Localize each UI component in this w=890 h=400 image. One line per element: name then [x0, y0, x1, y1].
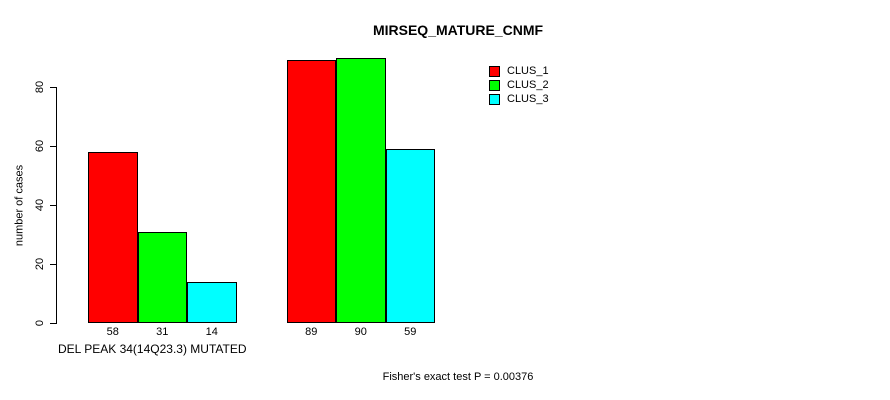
y-tick-mark-0 [50, 323, 57, 324]
legend: CLUS_1 CLUS_2 CLUS_3 [489, 64, 549, 106]
x-axis-label: DEL PEAK 34(14Q23.3) MUTATED [58, 342, 247, 356]
legend-swatch-clus_3 [489, 93, 500, 105]
bar-clus_1-group-2 [286, 60, 336, 323]
legend-row-clus_1: CLUS_1 [489, 64, 549, 78]
y-tick-label-80: 80 [34, 80, 46, 94]
legend-label-clus_1: CLUS_1 [507, 65, 549, 77]
y-tick-label-0: 0 [34, 319, 46, 327]
y-tick-mark-60 [50, 146, 57, 147]
fisher-test-annotation: Fisher's exact test P = 0.00376 [382, 371, 534, 383]
legend-row-clus_3: CLUS_3 [489, 92, 549, 106]
bar-value-clus_2-group-2: 90 [354, 326, 367, 338]
bar-value-clus_1-group-2: 89 [305, 326, 318, 338]
y-tick-mark-20 [50, 264, 57, 265]
chart-title: MIRSEQ_MATURE_CNMF [372, 22, 544, 38]
bar-clus_3-group-1 [187, 281, 237, 323]
bar-value-clus_2-group-1: 31 [156, 326, 169, 338]
legend-swatch-clus_2 [489, 79, 500, 91]
bar-clus_2-group-2 [336, 57, 386, 323]
bar-value-clus_1-group-1: 58 [106, 326, 119, 338]
y-tick-label-20: 20 [34, 257, 46, 271]
y-tick-mark-40 [50, 205, 57, 206]
bar-clus_3-group-2 [385, 148, 435, 323]
legend-label-clus_2: CLUS_2 [507, 79, 549, 91]
y-tick-label-60: 60 [34, 139, 46, 153]
legend-label-clus_3: CLUS_3 [507, 93, 549, 105]
legend-row-clus_2: CLUS_2 [489, 78, 549, 92]
legend-swatch-clus_1 [489, 65, 500, 77]
bar-value-clus_3-group-1: 14 [205, 326, 218, 338]
bar-clus_2-group-1 [137, 231, 187, 323]
y-axis-title: number of cases [13, 164, 26, 247]
bar-value-clus_3-group-2: 59 [404, 326, 417, 338]
bar-clus_1-group-1 [88, 151, 138, 323]
y-tick-label-40: 40 [34, 198, 46, 212]
y-tick-mark-80 [50, 87, 57, 88]
